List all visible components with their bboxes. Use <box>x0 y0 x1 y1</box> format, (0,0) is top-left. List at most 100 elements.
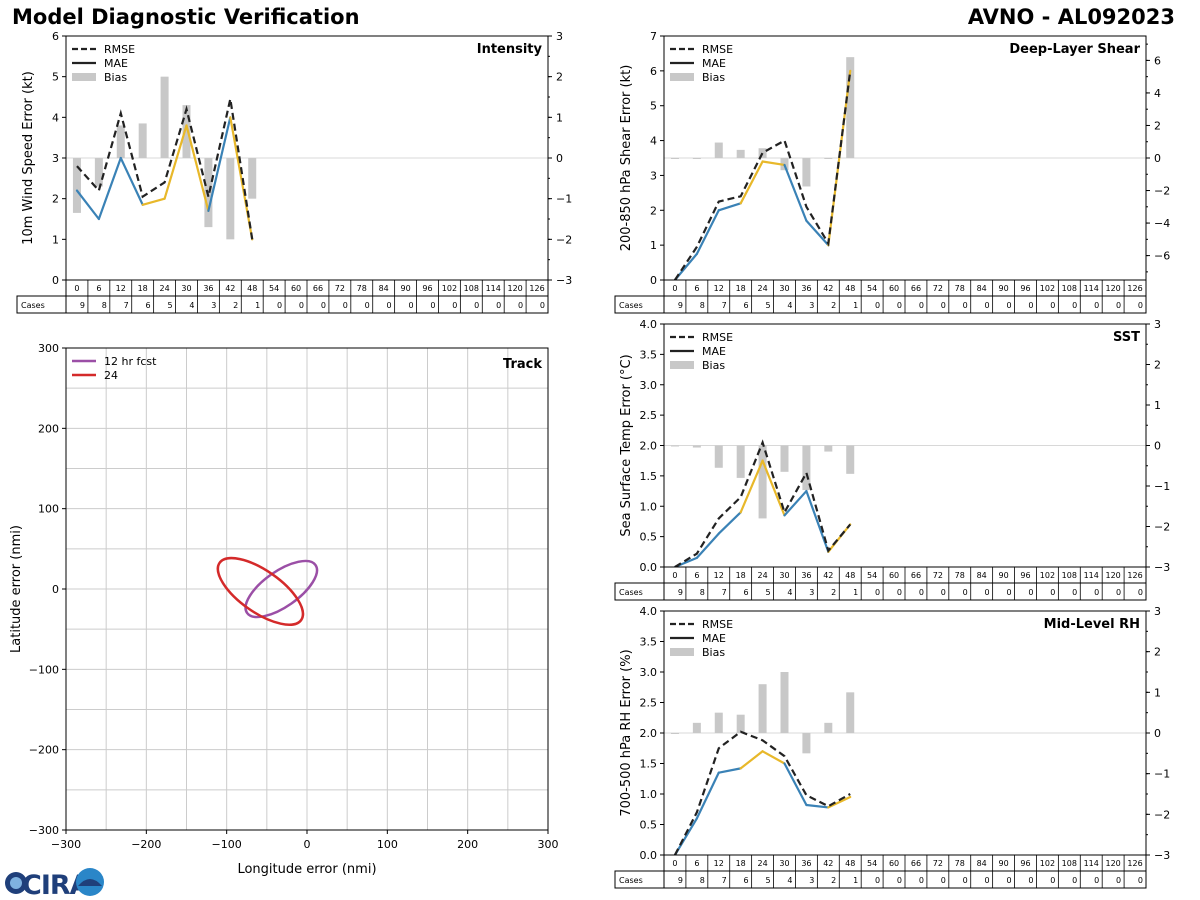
intensity-title: Intensity <box>477 42 543 57</box>
cases-label: Cases <box>619 301 643 310</box>
y-tick-label: 0.5 <box>640 531 658 544</box>
mae-line-segment <box>75 189 100 221</box>
bias-bar <box>780 445 789 472</box>
case-count: 0 <box>1094 876 1099 885</box>
legend-bias-label: Bias <box>702 359 725 372</box>
case-count: 6 <box>744 876 749 885</box>
track-panel: −300 −200 −100 0 100 200 300 −300 −200 −100 0 100 20… <box>9 342 559 877</box>
bias-bar <box>94 158 103 187</box>
lead-time-label: 12 <box>116 284 126 293</box>
y2-tick-label: −6 <box>1154 250 1170 263</box>
bias-bar <box>758 684 767 733</box>
case-count: 0 <box>1028 876 1033 885</box>
lead-time-label: 78 <box>955 284 965 293</box>
lead-time-label: 96 <box>1020 859 1030 868</box>
sst-title: SST <box>1113 330 1140 345</box>
case-count: 0 <box>897 588 902 597</box>
case-count: 1 <box>255 301 260 310</box>
mae-line-segment <box>739 750 764 770</box>
lead-time-label: 24 <box>757 859 767 868</box>
case-count: 0 <box>1072 876 1077 885</box>
lead-time-label: 30 <box>779 571 789 580</box>
case-count: 9 <box>678 876 683 885</box>
case-count: 3 <box>809 588 814 597</box>
case-count: 0 <box>343 301 348 310</box>
case-count: 3 <box>809 876 814 885</box>
y-tick-label: 4 <box>650 135 657 148</box>
mae-line-segment <box>119 156 144 206</box>
bias-bar <box>802 158 811 187</box>
rmse-line <box>674 70 852 281</box>
case-count: 8 <box>700 588 705 597</box>
rmse-line <box>76 98 254 240</box>
case-count: 7 <box>722 588 727 597</box>
page-title: Model Diagnostic Verification <box>12 5 360 29</box>
case-count: 4 <box>787 301 792 310</box>
case-count: 4 <box>787 876 792 885</box>
y2-tick-label: −1 <box>1154 480 1170 493</box>
y2-tick-label: −2 <box>556 233 572 246</box>
case-count: 0 <box>1116 588 1121 597</box>
y-tick-label: 0 <box>52 274 59 287</box>
track-x-tick-label: −200 <box>131 838 161 851</box>
y2-tick-label: −1 <box>1154 768 1170 781</box>
case-count: 5 <box>765 301 770 310</box>
mae-line-segment <box>761 750 786 765</box>
case-count: 6 <box>146 301 151 310</box>
case-count: 4 <box>189 301 194 310</box>
lead-time-label: 90 <box>400 284 410 293</box>
intensity-cases-table: Cases09681271862453043634224815406006607… <box>16 279 549 314</box>
y-tick-label: 0.0 <box>640 849 658 862</box>
case-count: 0 <box>1072 588 1077 597</box>
case-count: 2 <box>831 588 836 597</box>
y-tick-label: 7 <box>650 30 657 43</box>
y-tick-label: 0.0 <box>640 561 658 574</box>
case-count: 0 <box>1028 301 1033 310</box>
y2-tick-label: 3 <box>1154 318 1161 331</box>
track-y-tick-label: 200 <box>38 422 59 435</box>
bias-bar <box>714 712 723 733</box>
case-count: 7 <box>124 301 129 310</box>
y2-tick-label: −2 <box>1154 808 1170 821</box>
case-count: 0 <box>1094 301 1099 310</box>
case-count: 0 <box>1028 588 1033 597</box>
case-count: 5 <box>167 301 172 310</box>
case-count: 0 <box>518 301 523 310</box>
lead-time-label: 6 <box>96 284 101 293</box>
track-title: Track <box>503 357 542 372</box>
case-count: 4 <box>787 588 792 597</box>
lead-time-label: 18 <box>736 859 746 868</box>
case-count: 0 <box>496 301 501 310</box>
lead-time-label: 18 <box>138 284 148 293</box>
track-y-tick-label: −200 <box>29 744 59 757</box>
mid-level-rh-panel: 0.00.51.01.52.02.53.03.54.0−3−2−10123700… <box>614 605 1170 889</box>
lead-time-label: 24 <box>757 284 767 293</box>
lead-time-label: 108 <box>1062 284 1077 293</box>
case-count: 0 <box>875 301 880 310</box>
lead-time-label: 114 <box>486 284 501 293</box>
lead-time-label: 102 <box>1040 571 1055 580</box>
bias-bar <box>692 158 701 159</box>
lead-time-label: 36 <box>801 859 811 868</box>
case-count: 7 <box>722 876 727 885</box>
case-count: 9 <box>678 301 683 310</box>
case-count: 5 <box>765 588 770 597</box>
case-count: 8 <box>700 876 705 885</box>
track-y-tick-label: −300 <box>29 824 59 837</box>
lead-time-label: 108 <box>464 284 479 293</box>
lead-time-label: 126 <box>529 284 544 293</box>
lead-time-label: 0 <box>672 571 677 580</box>
case-count: 0 <box>985 588 990 597</box>
lead-time-label: 54 <box>867 571 877 580</box>
lead-time-label: 6 <box>694 571 699 580</box>
lead-time-label: 72 <box>933 284 943 293</box>
mae-line-segment <box>739 160 764 205</box>
bias-bar <box>802 733 811 754</box>
mae-line-segment <box>695 209 720 255</box>
case-count: 0 <box>408 301 413 310</box>
mae-line-segment <box>185 124 210 212</box>
case-count: 0 <box>299 301 304 310</box>
y2-tick-label: 2 <box>1154 646 1161 659</box>
lead-time-label: 12 <box>714 571 724 580</box>
y-tick-label: 2.5 <box>640 697 658 710</box>
